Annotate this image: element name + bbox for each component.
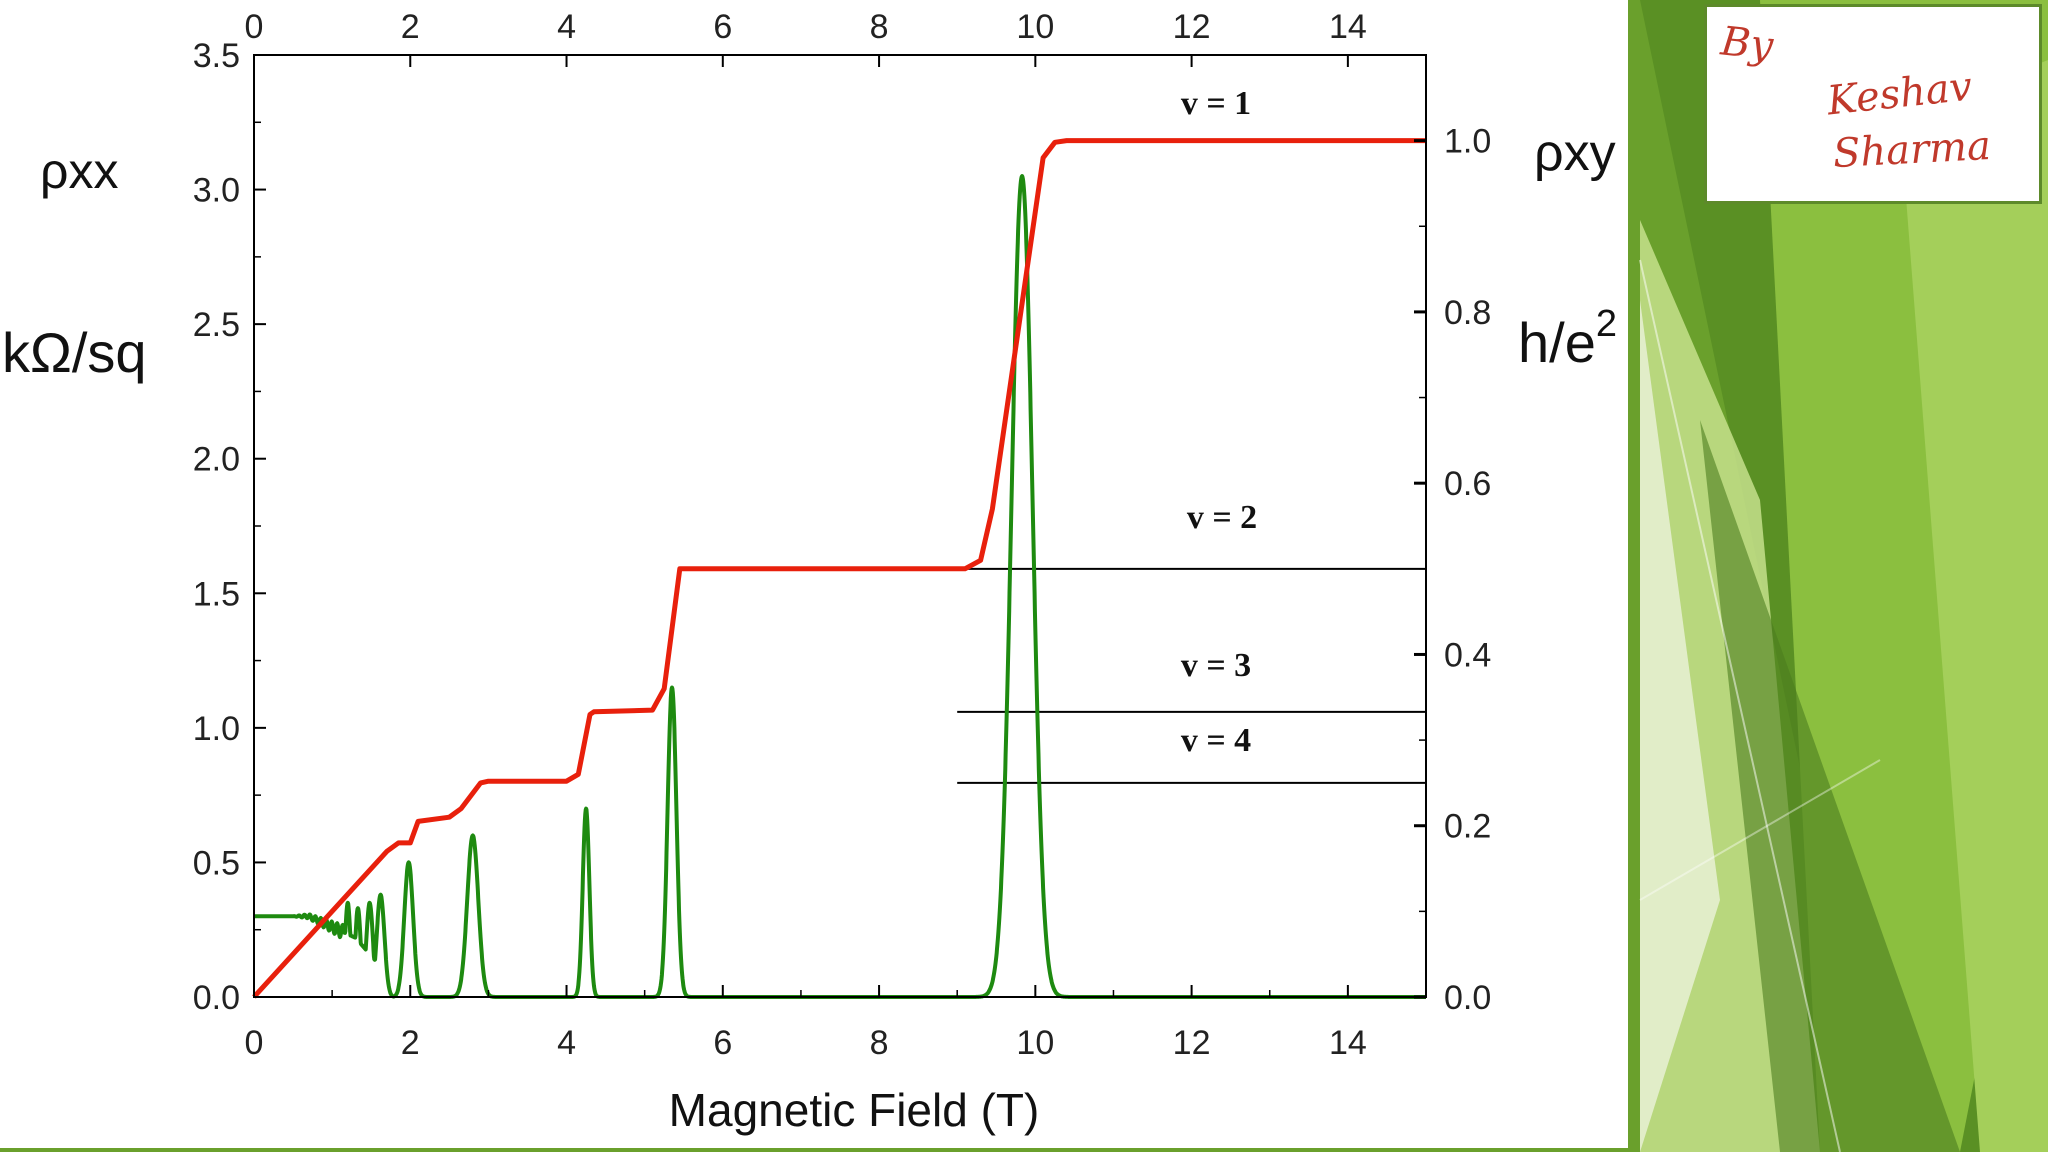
x-tick-label-top: 12 (1173, 8, 1211, 46)
x-tick-label-bottom: 2 (401, 1024, 420, 1062)
left-y-tick-label: 3.5 (193, 37, 240, 75)
filling-factor-label: v = 1 (1181, 85, 1251, 122)
x-tick-label-top: 6 (713, 8, 732, 46)
x-tick-label-bottom: 6 (713, 1024, 732, 1062)
x-tick-label-top: 8 (870, 8, 889, 46)
x-tick-label-bottom: 0 (245, 1024, 264, 1062)
right-y-tick-label: 0.2 (1444, 808, 1491, 846)
left-y-tick-label: 3.0 (193, 172, 240, 210)
author-badge-by: By (1718, 18, 1776, 70)
right-y-tick-label: 0.0 (1444, 979, 1491, 1017)
x-tick-label-bottom: 12 (1173, 1024, 1211, 1062)
left-y-tick-label: 1.0 (193, 710, 240, 748)
right-y-tick-label: 0.6 (1444, 465, 1491, 503)
right-y-tick-label: 0.8 (1444, 294, 1491, 332)
rho-xy-series (252, 138, 1426, 999)
right-axis-symbol: ρxy (1534, 124, 1616, 182)
chart-panel (0, 8, 1628, 1148)
x-tick-label-top: 2 (401, 8, 420, 46)
right-y-tick-label: 0.4 (1444, 636, 1491, 674)
x-axis-title: Magnetic Field (T) (669, 1084, 1040, 1136)
annotation-layer: v = 2 v = 3 v = 4 v = 1 (1181, 85, 1257, 759)
x-tick-label-top: 4 (557, 8, 576, 46)
ticks-layer: 0 0 2 2 4 4 6 6 8 8 10 10 12 12 14 14 0.0 0.5 1.0 1.5 2.0 2.5… (193, 8, 1492, 1062)
x-tick-label-top: 14 (1329, 8, 1367, 46)
filling-factor-label: v = 2 (1187, 499, 1257, 536)
x-tick-label-bottom: 4 (557, 1024, 576, 1062)
left-y-tick-label: 1.5 (193, 575, 240, 613)
author-badge: By Keshav Sharma (1704, 4, 2042, 204)
x-tick-label-top: 10 (1016, 8, 1054, 46)
left-y-tick-label: 2.5 (193, 306, 240, 344)
x-tick-label-top: 0 (245, 8, 264, 46)
author-badge-first-name: Keshav (1824, 63, 1975, 125)
filling-factor-label: v = 3 (1181, 647, 1251, 684)
filling-factor-label: v = 4 (1181, 722, 1251, 759)
x-tick-label-bottom: 8 (870, 1024, 889, 1062)
right-y-tick-label: 1.0 (1444, 123, 1491, 161)
left-axis-unit: kΩ/sq (2, 321, 147, 384)
left-y-tick-label: 0.0 (193, 979, 240, 1017)
author-badge-last-name: Sharma (1831, 122, 1993, 178)
left-y-tick-label: 2.0 (193, 441, 240, 479)
x-tick-label-bottom: 10 (1016, 1024, 1054, 1062)
left-axis-symbol: ρxx (40, 143, 118, 199)
x-tick-label-bottom: 14 (1329, 1024, 1367, 1062)
left-y-tick-label: 0.5 (193, 844, 240, 882)
